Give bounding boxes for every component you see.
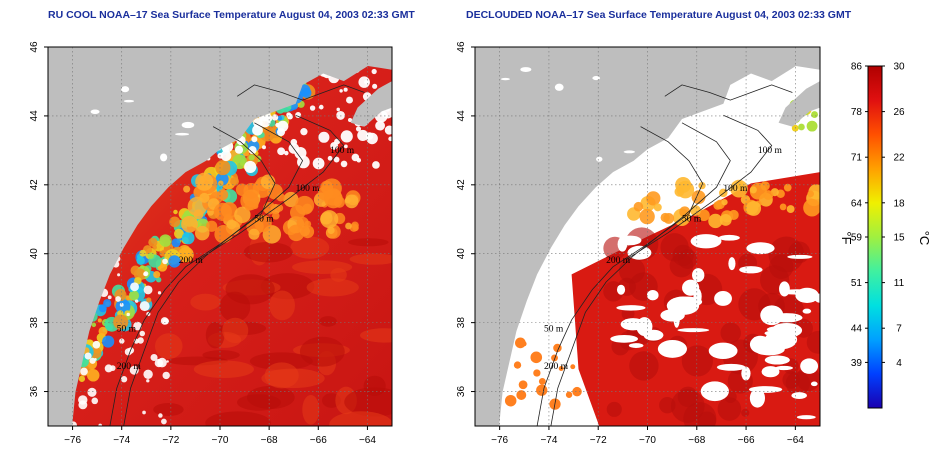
celsius-tick: 7 — [896, 324, 902, 335]
lon-tick-label: −72 — [162, 435, 179, 446]
depth-contour — [664, 84, 793, 101]
lat-tick-label: 44 — [456, 110, 467, 122]
lon-tick-label: −68 — [688, 435, 705, 446]
depth-contour — [199, 114, 345, 260]
contour-label: 200 m — [117, 362, 142, 372]
lat-tick-label: 44 — [29, 110, 40, 122]
lat-tick-label: 38 — [456, 317, 467, 329]
right-map-title: DECLOUDED NOAA–17 Sea Surface Temperatur… — [466, 9, 852, 21]
fahrenheit-unit: °F — [839, 231, 854, 244]
celsius-unit: °C — [917, 231, 932, 246]
fahrenheit-tick: 64 — [851, 198, 863, 209]
celsius-tick: 11 — [894, 278, 905, 289]
lon-tick-label: −66 — [310, 435, 327, 446]
land-mask — [475, 47, 820, 426]
fahrenheit-tick: 86 — [851, 62, 863, 73]
fahrenheit-tick: 39 — [851, 358, 863, 369]
depth-contour — [626, 114, 773, 260]
lat-tick-label: 40 — [29, 248, 40, 260]
lon-tick-label: −72 — [590, 435, 607, 446]
colorbar-gradient — [867, 65, 883, 409]
land-mask — [48, 47, 392, 426]
lon-tick-label: −66 — [738, 435, 755, 446]
contour-label: 100 m — [296, 184, 321, 194]
lat-tick-label: 46 — [456, 41, 467, 53]
contour-label: 50 m — [544, 324, 564, 334]
lon-tick-label: −64 — [359, 435, 376, 446]
contour-label: 200 m — [544, 362, 569, 372]
lon-tick-label: −70 — [639, 435, 656, 446]
lat-tick-label: 40 — [456, 248, 467, 260]
celsius-tick: 18 — [893, 198, 905, 209]
lat-tick-label: 46 — [29, 41, 40, 53]
fahrenheit-tick: 78 — [851, 107, 863, 118]
lon-tick-label: −64 — [787, 435, 804, 446]
celsius-tick: 4 — [896, 358, 902, 369]
lon-tick-label: −74 — [540, 435, 557, 446]
celsius-tick: 22 — [893, 153, 905, 164]
lon-tick-label: −74 — [113, 435, 130, 446]
depth-contour — [109, 126, 276, 426]
fahrenheit-tick: 44 — [851, 324, 863, 335]
contour-label: 100 m — [330, 146, 355, 156]
depth-contour — [550, 122, 731, 426]
contour-label: 50 m — [254, 214, 274, 224]
celsius-tick: 30 — [893, 62, 905, 73]
contour-label: 100 m — [723, 184, 748, 194]
contour-label: 200 m — [606, 256, 631, 266]
lon-tick-label: −76 — [64, 435, 81, 446]
depth-contour — [536, 126, 704, 426]
contour-label: 100 m — [758, 146, 783, 156]
lat-tick-label: 42 — [456, 179, 467, 191]
fahrenheit-tick: 59 — [851, 233, 863, 244]
contour-label: 50 m — [682, 214, 702, 224]
depth-contour — [123, 122, 304, 426]
lat-tick-label: 36 — [456, 386, 467, 398]
celsius-tick: 15 — [893, 233, 905, 244]
depth-contour — [236, 84, 365, 101]
lat-tick-label: 38 — [29, 317, 40, 329]
left-map-panel: 100 m 100 m 50 m 200 m 50 m 200 m −76 −74 −72 −70… — [29, 41, 393, 446]
lat-tick-label: 36 — [29, 386, 40, 398]
nova-scotia-land — [350, 81, 392, 127]
lon-tick-label: −76 — [491, 435, 508, 446]
fahrenheit-tick: 51 — [851, 278, 863, 289]
celsius-tick: 26 — [893, 107, 905, 118]
nova-scotia-land — [778, 81, 820, 127]
temperature-colorbar: 86 30 78 26 71 22 64 18 59 15 51 11 44 7 39 4 °F °C — [839, 62, 932, 409]
fahrenheit-tick: 71 — [851, 153, 863, 164]
left-map-title: RU COOL NOAA–17 Sea Surface Temperature … — [48, 9, 415, 21]
contour-label: 200 m — [179, 256, 204, 266]
lon-tick-label: −70 — [212, 435, 229, 446]
lon-tick-label: −68 — [261, 435, 278, 446]
right-map-panel: 100 m 100 m 50 m 200 m 50 m 200 m −76 −74 −72 −70… — [456, 41, 821, 446]
lat-tick-label: 42 — [29, 179, 40, 191]
contour-label: 50 m — [117, 324, 137, 334]
